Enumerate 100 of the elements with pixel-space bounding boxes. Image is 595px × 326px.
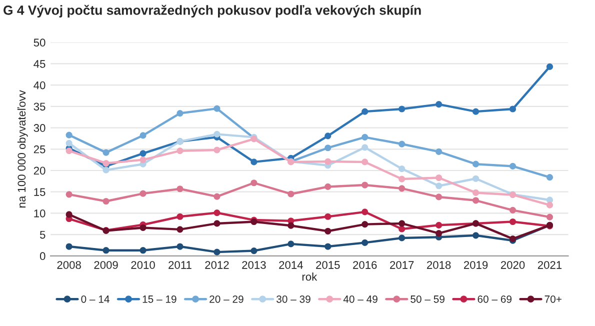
- point: [436, 222, 442, 228]
- point: [398, 234, 406, 242]
- point: [176, 148, 184, 154]
- point: [214, 248, 220, 256]
- y-tick-label: 30: [34, 124, 46, 132]
- point: [324, 144, 332, 152]
- point: [362, 134, 368, 140]
- point: [324, 243, 332, 250]
- point: [398, 185, 406, 192]
- point: [324, 213, 332, 220]
- y-tick-label: 25: [34, 145, 46, 154]
- point: [472, 108, 480, 115]
- point: [398, 176, 406, 182]
- legend-label: 30 – 39: [276, 295, 310, 303]
- point: [398, 165, 406, 172]
- x-tick-label: 2018: [427, 261, 451, 269]
- legend-label: 70+: [544, 295, 562, 303]
- point: [509, 218, 516, 226]
- point: [214, 130, 220, 138]
- point: [176, 226, 184, 233]
- point: [176, 186, 184, 192]
- y-tick-label: 40: [34, 81, 46, 90]
- point: [324, 228, 332, 234]
- point: [472, 175, 480, 182]
- y-tick-label: 0: [40, 252, 46, 260]
- point: [250, 158, 258, 166]
- point: [436, 148, 442, 156]
- point: [288, 222, 294, 229]
- x-tick-label: 2019: [464, 261, 488, 269]
- legend-label: 60 – 69: [478, 295, 512, 303]
- point: [436, 174, 442, 182]
- point: [102, 160, 110, 167]
- point: [472, 160, 480, 168]
- point: [140, 156, 146, 164]
- x-axis-title: rok: [302, 272, 318, 281]
- x-tick-label: 2016: [353, 261, 377, 269]
- y-tick-label: 20: [34, 166, 46, 175]
- point: [250, 180, 258, 186]
- x-tick-label: 2012: [205, 261, 229, 269]
- point: [509, 162, 516, 170]
- point: [362, 208, 368, 216]
- point: [472, 189, 480, 196]
- point: [436, 194, 442, 200]
- point: [546, 174, 554, 181]
- point: [176, 110, 184, 117]
- y-tick-label: 45: [34, 60, 46, 68]
- point: [362, 108, 368, 115]
- point: [362, 239, 368, 246]
- point: [398, 226, 406, 232]
- y-tick-label: 15: [34, 188, 46, 196]
- legend-label: 0 – 14: [81, 295, 110, 303]
- point: [66, 140, 72, 146]
- point: [140, 224, 146, 232]
- point: [324, 183, 332, 190]
- y-tick-label: 10: [34, 209, 46, 218]
- point: [362, 144, 368, 151]
- point: [362, 182, 368, 188]
- point: [362, 158, 368, 166]
- y-tick-label: 50: [34, 38, 46, 47]
- point: [509, 106, 516, 112]
- x-tick-label: 2017: [390, 261, 414, 269]
- point: [288, 190, 294, 198]
- point: [324, 158, 332, 165]
- x-tick-label: 2009: [94, 261, 118, 269]
- point: [102, 166, 110, 174]
- point: [546, 214, 554, 220]
- point: [472, 232, 480, 239]
- point: [102, 149, 110, 156]
- x-tick-label: 2015: [316, 261, 340, 269]
- x-tick-label: 2020: [500, 261, 525, 269]
- point: [176, 243, 184, 250]
- point: [66, 191, 72, 198]
- point: [214, 209, 220, 216]
- point: [398, 106, 406, 112]
- point: [140, 190, 146, 197]
- point: [472, 197, 480, 204]
- point: [214, 220, 220, 227]
- y-axis-title: na 100 000 obyvateľovv: [17, 90, 28, 208]
- point: [66, 132, 72, 138]
- point: [102, 247, 110, 254]
- point: [176, 213, 184, 220]
- x-tick-label: 2011: [168, 261, 192, 269]
- point: [66, 148, 72, 154]
- legend-label: 50 – 59: [410, 295, 444, 303]
- point: [546, 202, 554, 208]
- point: [436, 182, 442, 190]
- point: [214, 105, 220, 112]
- point: [140, 132, 146, 139]
- legend-label: 40 – 49: [343, 295, 378, 303]
- legend-label: 15 – 19: [142, 295, 176, 303]
- x-tick-label: 2021: [538, 261, 562, 269]
- point: [436, 101, 442, 108]
- point: [214, 146, 220, 154]
- y-tick-label: 35: [34, 102, 46, 111]
- y-tick-label: 5: [40, 230, 46, 239]
- point: [398, 220, 406, 227]
- x-tick-label: 2014: [279, 261, 303, 269]
- chart-title: G 4 Vývoj počtu samovražedných pokusov podľa vekových skupín: [4, 4, 421, 18]
- point: [140, 247, 146, 254]
- point: [288, 240, 294, 248]
